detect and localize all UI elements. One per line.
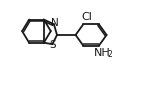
- Text: Cl: Cl: [81, 12, 92, 22]
- Text: 2: 2: [107, 50, 112, 60]
- Text: S: S: [49, 40, 56, 50]
- Text: NH: NH: [94, 48, 110, 58]
- Text: N: N: [51, 18, 59, 28]
